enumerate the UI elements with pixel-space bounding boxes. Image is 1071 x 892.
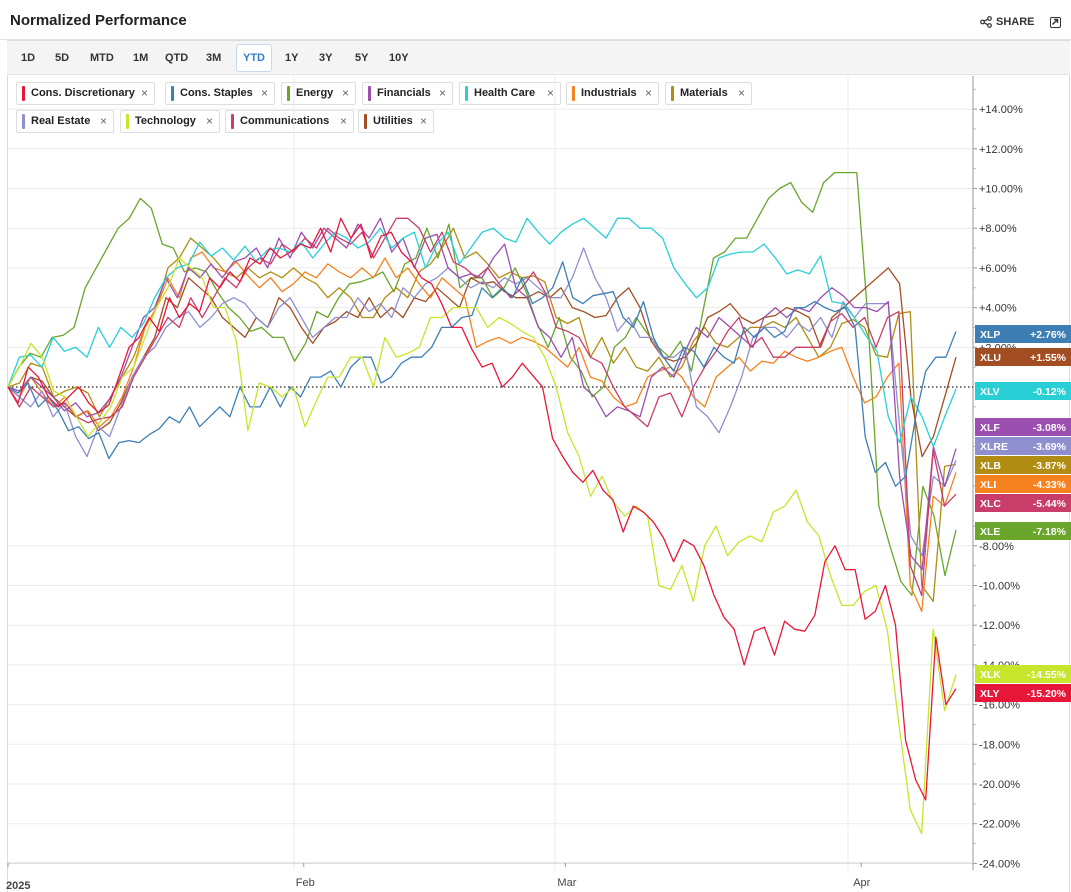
legend-chip-technology[interactable]: Technology × — [120, 110, 220, 133]
legend-label: Energy — [296, 87, 334, 99]
range-button-qtd[interactable]: QTD — [165, 52, 189, 64]
range-button-10y[interactable]: 10Y — [389, 52, 409, 64]
range-button-5d[interactable]: 5D — [55, 52, 70, 64]
remove-series-icon[interactable]: × — [644, 86, 652, 100]
remove-series-icon[interactable]: × — [339, 114, 347, 128]
legend-label: Technology — [135, 115, 196, 127]
header-bar: Normalized Performance SHARE — [0, 0, 1071, 40]
legend-chip-real-estate[interactable]: Real Estate × — [16, 110, 114, 133]
remove-series-icon[interactable]: × — [546, 86, 554, 100]
remove-series-icon[interactable]: × — [737, 86, 745, 100]
remove-series-icon[interactable]: × — [205, 114, 213, 128]
legend-label: Communications — [240, 115, 330, 127]
legend-chip-utilities[interactable]: Utilities × — [358, 110, 434, 133]
legend-label: Cons. Discretionary — [31, 87, 135, 99]
legend-chip-communications[interactable]: Communications × — [225, 110, 354, 133]
share-label: SHARE — [996, 16, 1035, 28]
range-selector: 1D 5D MTD 1M QTD 3M YTD 1Y 3Y 5Y 10Y — [7, 41, 1070, 75]
legend-label: Industrials — [581, 87, 637, 99]
legend-chip-cons-discretionary[interactable]: Cons. Discretionary × — [16, 82, 155, 105]
legend-swatch — [287, 86, 290, 101]
range-button-ytd[interactable]: YTD — [236, 44, 272, 72]
remove-series-icon[interactable]: × — [140, 86, 148, 100]
expand-icon[interactable] — [1050, 17, 1061, 28]
legend-chip-financials[interactable]: Financials × — [362, 82, 453, 105]
legend-chip-materials[interactable]: Materials × — [665, 82, 752, 105]
legend-label: Cons. Staples — [180, 87, 253, 99]
legend-swatch — [171, 86, 174, 101]
legend-swatch — [22, 86, 25, 101]
remove-series-icon[interactable]: × — [260, 86, 268, 100]
legend-swatch — [22, 114, 25, 129]
remove-series-icon[interactable]: × — [419, 114, 427, 128]
legend-swatch — [671, 86, 674, 101]
remove-series-icon[interactable]: × — [341, 86, 349, 100]
legend-swatch — [368, 86, 371, 101]
range-button-1m[interactable]: 1M — [133, 52, 149, 64]
legend-swatch — [572, 86, 575, 101]
range-button-3m[interactable]: 3M — [206, 52, 222, 64]
chart-panel — [7, 40, 1070, 892]
range-button-3y[interactable]: 3Y — [319, 52, 333, 64]
legend-swatch — [126, 114, 129, 129]
legend-chip-energy[interactable]: Energy × — [281, 82, 356, 105]
legend-label: Health Care — [474, 87, 536, 99]
legend-label: Utilities — [373, 115, 413, 127]
legend-swatch — [465, 86, 468, 101]
share-button[interactable]: SHARE — [980, 16, 1035, 28]
legend-label: Real Estate — [31, 115, 91, 127]
range-button-5y[interactable]: 5Y — [355, 52, 369, 64]
range-button-1y[interactable]: 1Y — [285, 52, 299, 64]
remove-series-icon[interactable]: × — [99, 114, 107, 128]
range-button-1d[interactable]: 1D — [21, 52, 36, 64]
legend-chip-industrials[interactable]: Industrials × — [566, 82, 659, 105]
legend-label: Financials — [377, 87, 431, 99]
legend-chip-health-care[interactable]: Health Care × — [459, 82, 561, 105]
legend-label: Materials — [680, 87, 728, 99]
range-button-mtd[interactable]: MTD — [90, 52, 114, 64]
legend-swatch — [231, 114, 234, 129]
page-title: Normalized Performance — [10, 12, 187, 29]
legend-swatch — [364, 114, 367, 129]
legend-chip-cons-staples[interactable]: Cons. Staples × — [165, 82, 275, 105]
remove-series-icon[interactable]: × — [438, 86, 446, 100]
share-icon — [980, 16, 992, 28]
